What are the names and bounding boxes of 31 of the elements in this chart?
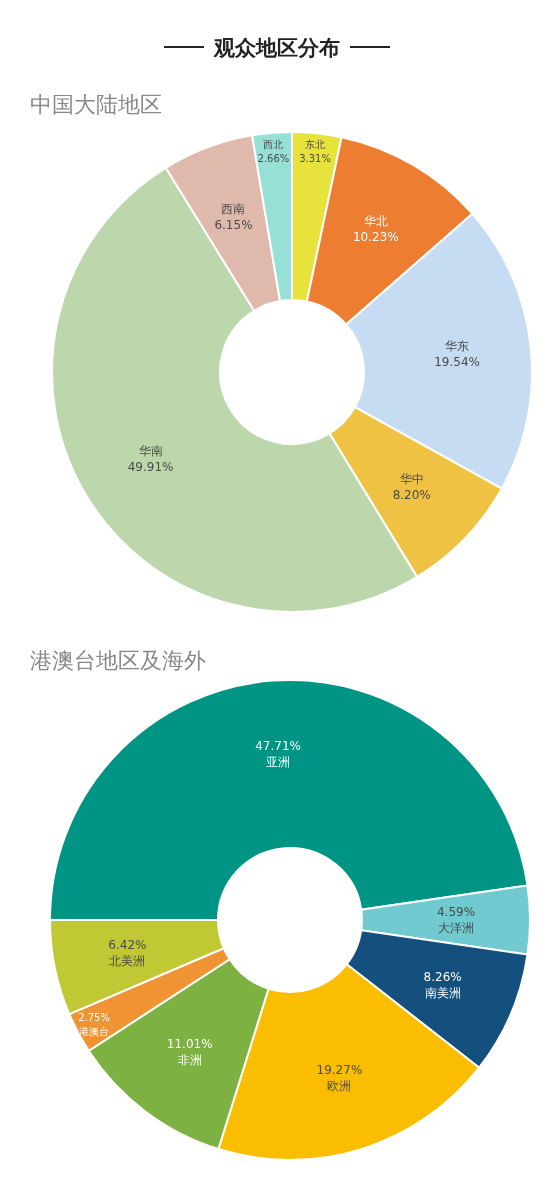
slice-label: 港澳台 <box>79 1026 110 1038</box>
slice-label: 非洲 <box>177 1053 202 1068</box>
slice-label: 亚洲 <box>266 755 291 770</box>
data-label: 19.54% <box>434 355 480 370</box>
chart-title: 港澳台地区及海外 <box>30 648 206 673</box>
data-label: 49.91% <box>127 459 174 474</box>
data-label: 3.31% <box>299 153 331 165</box>
data-label: 6.15% <box>214 217 253 232</box>
data-label: 6.42% <box>108 938 147 953</box>
data-label: 10.23% <box>352 229 399 244</box>
slice-label: 华南 <box>138 443 163 458</box>
slice-label: 西南 <box>221 201 246 216</box>
slice-label: 大洋洲 <box>438 921 474 935</box>
slice-label: 南美洲 <box>424 986 461 1001</box>
slice-label: 北美洲 <box>109 954 146 969</box>
data-label: 11.01% <box>166 1037 213 1052</box>
chart-subtitle: 中国大陆地区 <box>30 92 162 117</box>
data-label: 2.75% <box>78 1012 110 1024</box>
slice-label: 西北 <box>263 138 284 150</box>
slice-label: 华北 <box>363 213 388 228</box>
data-label: 19.27% <box>316 1063 363 1078</box>
data-label: 2.66% <box>257 152 290 164</box>
data-label: 8.20% <box>392 488 431 502</box>
data-label: 47.71% <box>255 739 301 754</box>
data-label: 8.26% <box>423 970 462 985</box>
chart-title: 观众地区分布 <box>213 36 340 60</box>
slice-label: 东北 <box>305 139 326 151</box>
data-label: 4.59% <box>436 905 476 919</box>
slice-label: 华中 <box>399 472 424 486</box>
slice-label: 欧洲 <box>327 1079 352 1094</box>
slice-label: 华东 <box>445 339 470 354</box>
